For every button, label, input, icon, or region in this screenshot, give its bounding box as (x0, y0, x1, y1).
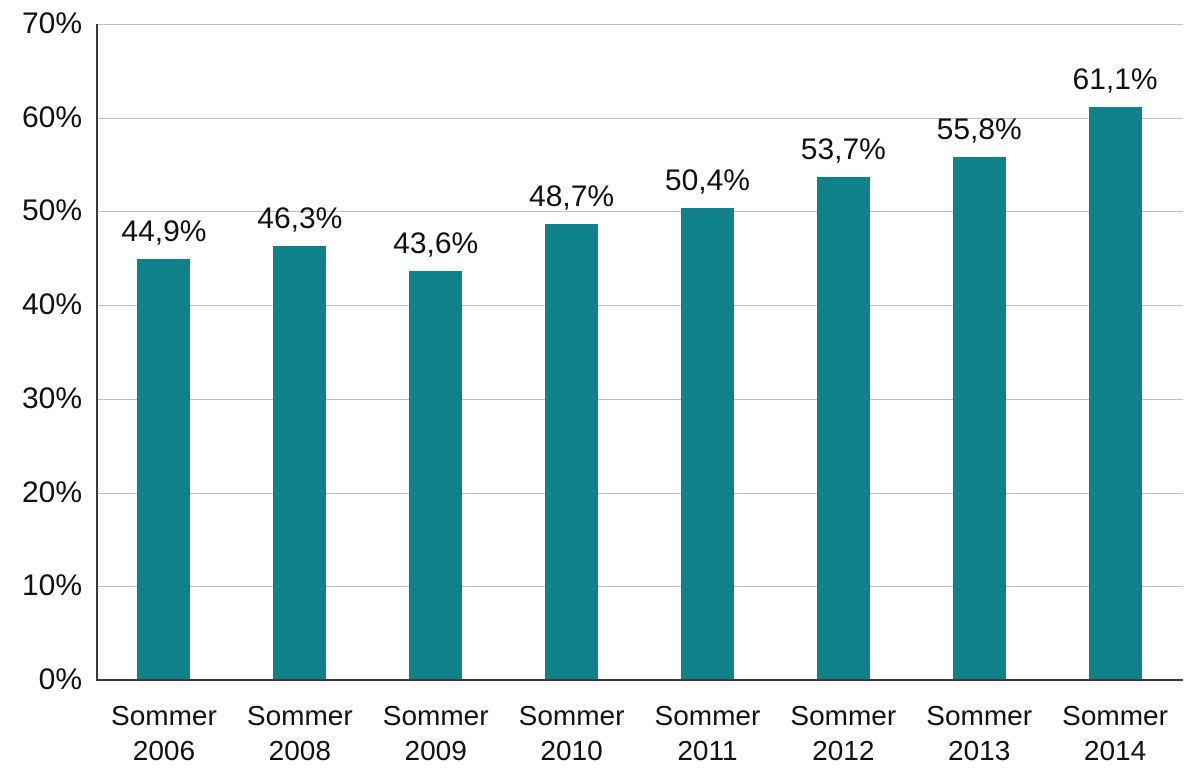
x-tick-line1: Sommer (246, 700, 353, 731)
x-tick-line2: 2012 (812, 735, 875, 766)
bar-value-label: 53,7% (800, 132, 886, 166)
gridline-70 (96, 24, 1183, 25)
gridline-10 (96, 586, 1183, 588)
x-tick-line1: Sommer (518, 700, 625, 731)
x-tick-label: Sommer 2011 (640, 698, 776, 768)
x-tick-line1: Sommer (111, 700, 217, 731)
x-axis-line (96, 679, 1183, 681)
bar-value-label: 43,6% (393, 227, 479, 261)
bar-value-label: 48,7% (529, 179, 615, 213)
gridline-30 (96, 398, 1183, 400)
x-tick-line1: Sommer (654, 700, 761, 731)
y-tick-label: 20% (21, 475, 82, 509)
bar-sommer-2006 (137, 259, 191, 679)
bar-sommer-2013 (952, 157, 1006, 679)
x-tick-line2: 2013 (948, 735, 1011, 766)
x-tick-line2: 2008 (268, 735, 331, 766)
x-tick-label: Sommer 2013 (911, 698, 1047, 768)
x-tick-label: Sommer 2010 (504, 698, 640, 768)
x-tick-line2: 2011 (677, 735, 738, 766)
bar-value-label: 46,3% (257, 202, 343, 236)
gridline-40 (96, 305, 1183, 307)
x-tick-label: Sommer 2014 (1047, 698, 1183, 768)
x-tick-label: Sommer 2008 (232, 698, 368, 768)
plot-area (96, 24, 1183, 681)
bar-value-label: 55,8% (936, 113, 1022, 147)
bar-sommer-2014 (1088, 107, 1142, 679)
x-tick-line2: 2006 (132, 735, 196, 766)
y-tick-label: 70% (21, 7, 82, 40)
x-tick-label: Sommer 2006 (96, 698, 232, 768)
x-tick-line2: 2014 (1083, 735, 1147, 766)
x-tick-line1: Sommer (790, 700, 897, 731)
y-tick-label: 0% (38, 663, 82, 696)
y-tick-label: 30% (21, 381, 82, 415)
x-tick-line2: 2010 (540, 735, 603, 766)
x-tick-line2: 2009 (404, 735, 467, 766)
y-axis-line (96, 24, 98, 680)
bar-value-label: 44,9% (121, 215, 207, 249)
gridline-20 (96, 492, 1183, 494)
bar-sommer-2008 (273, 246, 327, 679)
gridline-50 (96, 211, 1183, 213)
y-tick-label: 60% (21, 100, 82, 134)
x-tick-line1: Sommer (926, 700, 1033, 731)
x-tick-label: Sommer 2009 (368, 698, 504, 768)
bar-sommer-2012 (816, 176, 870, 679)
y-tick-label: 50% (21, 194, 82, 228)
bar-sommer-2009 (409, 271, 463, 679)
y-tick-label: 10% (21, 569, 82, 603)
x-tick-line1: Sommer (1062, 700, 1168, 731)
x-tick-line1: Sommer (382, 700, 489, 731)
bar-value-label: 50,4% (664, 163, 750, 197)
bar-value-label: 61,1% (1072, 63, 1158, 97)
bar-sommer-2011 (680, 207, 734, 679)
y-tick-label: 40% (21, 288, 82, 322)
bar-sommer-2010 (545, 223, 599, 679)
gridline-60 (96, 117, 1183, 119)
x-tick-label: Sommer 2012 (775, 698, 911, 768)
